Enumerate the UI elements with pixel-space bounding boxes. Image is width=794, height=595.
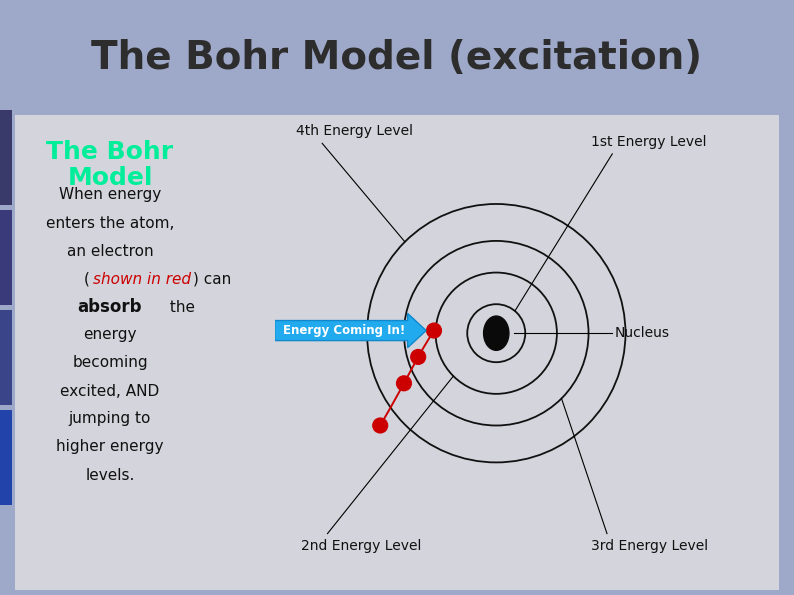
Text: higher energy: higher energy <box>56 440 164 455</box>
FancyBboxPatch shape <box>0 110 12 205</box>
FancyBboxPatch shape <box>0 310 12 405</box>
Text: becoming: becoming <box>72 355 148 371</box>
Text: When energy: When energy <box>59 187 161 202</box>
Ellipse shape <box>484 316 509 350</box>
Text: (: ( <box>84 271 90 287</box>
Text: the: the <box>165 299 195 315</box>
Circle shape <box>396 376 411 391</box>
FancyBboxPatch shape <box>0 410 12 505</box>
Circle shape <box>410 349 426 364</box>
Text: The Bohr Model (excitation): The Bohr Model (excitation) <box>91 39 703 77</box>
Text: Nucleus: Nucleus <box>615 326 670 340</box>
Text: 4th Energy Level: 4th Energy Level <box>296 124 413 138</box>
Text: an electron: an electron <box>67 243 153 258</box>
FancyBboxPatch shape <box>15 115 779 590</box>
Circle shape <box>373 418 387 433</box>
FancyBboxPatch shape <box>0 0 794 115</box>
Text: absorb: absorb <box>78 298 142 316</box>
Text: jumping to: jumping to <box>69 412 151 427</box>
Text: 2nd Energy Level: 2nd Energy Level <box>301 539 422 553</box>
Text: 1st Energy Level: 1st Energy Level <box>592 134 707 149</box>
Text: energy: energy <box>83 327 137 343</box>
Circle shape <box>426 323 441 338</box>
Text: excited, AND: excited, AND <box>60 384 160 399</box>
Text: The Bohr
Model: The Bohr Model <box>46 140 174 190</box>
Text: enters the atom,: enters the atom, <box>46 215 174 230</box>
Text: ) can: ) can <box>193 271 231 287</box>
FancyBboxPatch shape <box>0 210 12 305</box>
Text: levels.: levels. <box>85 468 135 483</box>
Text: shown in red: shown in red <box>93 271 191 287</box>
Text: Energy Coming In!: Energy Coming In! <box>283 324 405 337</box>
FancyArrow shape <box>275 314 426 347</box>
Text: 3rd Energy Level: 3rd Energy Level <box>592 539 708 553</box>
